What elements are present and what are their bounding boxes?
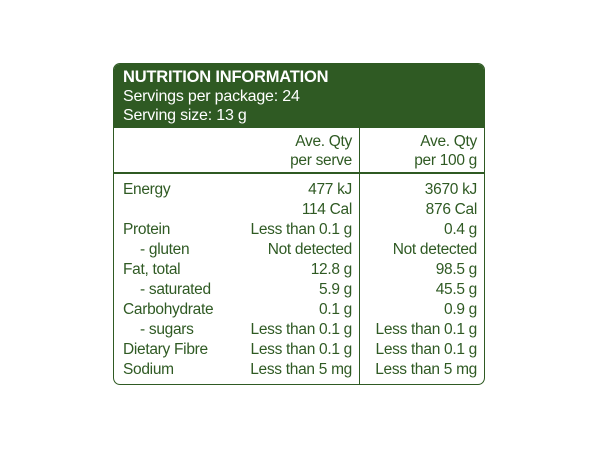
per-serve-value: Less than 0.1 g bbox=[250, 321, 353, 338]
header-rule bbox=[114, 172, 484, 174]
per-100g-value: 0.4 g bbox=[444, 221, 477, 238]
panel-title: NUTRITION INFORMATION bbox=[123, 68, 329, 86]
table-row: Carbohydrate 0.1 g 0.9 g bbox=[114, 300, 484, 320]
column-header-line: per serve bbox=[290, 152, 352, 169]
panel-header: NUTRITION INFORMATION Servings per packa… bbox=[114, 64, 484, 128]
nutrient-label: Dietary Fibre bbox=[123, 341, 208, 358]
per-serve-value: 114 Cal bbox=[301, 201, 352, 218]
per-100g-value: 45.5 g bbox=[435, 281, 478, 298]
per-100g-value: 0.9 g bbox=[444, 301, 477, 318]
serving-size: Serving size: 13 g bbox=[123, 107, 247, 124]
per-100g-value: 876 Cal bbox=[425, 201, 478, 218]
column-header-per-serve: Ave. Qty per serve bbox=[290, 132, 352, 170]
nutrient-label: Protein bbox=[123, 221, 171, 238]
nutrient-label: - gluten bbox=[140, 241, 190, 258]
nutrient-label: Energy bbox=[123, 181, 171, 198]
nutrient-rows: Energy 477 kJ 3670 kJ 114 Cal 876 Cal Pr… bbox=[114, 180, 484, 380]
nutrient-label: Carbohydrate bbox=[123, 301, 214, 318]
per-100g-value: Less than 5 mg bbox=[375, 361, 477, 378]
per-100g-value: Less than 0.1 g bbox=[375, 321, 478, 338]
per-100g-value: 98.5 g bbox=[435, 261, 478, 278]
servings-per-package: Servings per package: 24 bbox=[123, 88, 300, 105]
nutrient-label: Fat, total bbox=[123, 261, 181, 278]
nutrient-label: - saturated bbox=[140, 281, 211, 298]
nutrient-label: - sugars bbox=[140, 321, 194, 338]
per-serve-value: Less than 0.1 g bbox=[250, 221, 353, 238]
table-row: Energy 477 kJ 3670 kJ bbox=[114, 180, 484, 200]
column-header-line: per 100 g bbox=[414, 152, 477, 169]
per-serve-value: 5.9 g bbox=[319, 281, 352, 298]
column-header-line: Ave. Qty bbox=[295, 133, 352, 150]
table-row: - sugars Less than 0.1 g Less than 0.1 g bbox=[114, 320, 484, 340]
per-serve-value: Less than 5 mg bbox=[250, 361, 352, 378]
per-serve-value: 12.8 g bbox=[310, 261, 353, 278]
table-row: 114 Cal 876 Cal bbox=[114, 200, 484, 220]
per-serve-value: 0.1 g bbox=[319, 301, 352, 318]
table-row: Fat, total 12.8 g 98.5 g bbox=[114, 260, 484, 280]
column-divider bbox=[359, 128, 360, 384]
per-100g-value: Less than 0.1 g bbox=[375, 341, 478, 358]
table-row: Protein Less than 0.1 g 0.4 g bbox=[114, 220, 484, 240]
per-100g-value: 3670 kJ bbox=[424, 181, 478, 198]
table-row: - gluten Not detected Not detected bbox=[114, 240, 484, 260]
per-100g-value: Not detected bbox=[392, 241, 478, 258]
column-header-line: Ave. Qty bbox=[420, 133, 477, 150]
nutrition-panel: NUTRITION INFORMATION Servings per packa… bbox=[113, 63, 485, 385]
column-header-per-100g: Ave. Qty per 100 g bbox=[414, 132, 477, 170]
per-serve-value: Less than 0.1 g bbox=[250, 341, 353, 358]
table-row: Dietary Fibre Less than 0.1 g Less than … bbox=[114, 340, 484, 360]
per-serve-value: Not detected bbox=[267, 241, 353, 258]
per-serve-value: 477 kJ bbox=[308, 181, 352, 198]
table-row: - saturated 5.9 g 45.5 g bbox=[114, 280, 484, 300]
table-row: Sodium Less than 5 mg Less than 5 mg bbox=[114, 360, 484, 380]
nutrient-label: Sodium bbox=[123, 361, 174, 378]
